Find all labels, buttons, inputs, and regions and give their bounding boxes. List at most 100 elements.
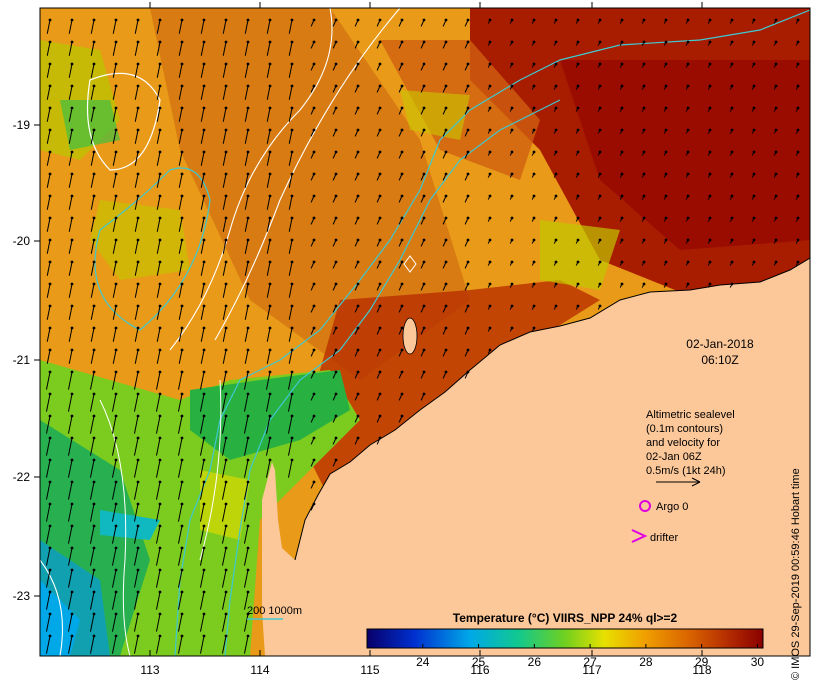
velocity-arrow-tail bbox=[114, 436, 118, 440]
velocity-arrow bbox=[133, 635, 139, 654]
sealevel-contour bbox=[99, 399, 131, 656]
velocity-arrow-tail bbox=[620, 40, 624, 44]
velocity-arrow bbox=[222, 173, 227, 188]
velocity-arrow-tail bbox=[70, 40, 74, 44]
velocity-arrow-tail bbox=[114, 84, 118, 88]
velocity-arrow-tail bbox=[224, 282, 228, 286]
velocity-arrow-tail bbox=[70, 370, 74, 374]
velocity-arrow bbox=[265, 437, 271, 456]
velocity-arrow bbox=[199, 525, 205, 544]
velocity-arrow-tail bbox=[598, 238, 602, 242]
velocity-arrow-tail bbox=[796, 128, 800, 132]
velocity-arrow-tail bbox=[202, 216, 206, 220]
velocity-arrow bbox=[90, 239, 95, 254]
velocity-arrow-tail bbox=[290, 370, 294, 374]
velocity-arrow-tail bbox=[796, 18, 800, 22]
velocity-arrow bbox=[288, 305, 293, 320]
velocity-arrow bbox=[68, 195, 73, 210]
velocity-arrow-tail bbox=[400, 392, 404, 396]
velocity-arrow-tail bbox=[378, 238, 382, 242]
velocity-arrow-tail bbox=[158, 304, 162, 308]
velocity-arrow-tail bbox=[356, 260, 360, 264]
velocity-arrow bbox=[111, 459, 117, 478]
velocity-arrow-tail bbox=[334, 128, 338, 132]
velocity-arrow bbox=[46, 63, 51, 78]
velocity-arrow bbox=[221, 591, 227, 610]
velocity-arrow bbox=[244, 305, 249, 320]
velocity-arrow-tail bbox=[202, 392, 206, 396]
velocity-arrow-tail bbox=[246, 260, 250, 264]
velocity-arrow-tail bbox=[158, 40, 162, 44]
velocity-arrow-tail bbox=[246, 84, 250, 88]
velocity-arrow bbox=[222, 151, 227, 166]
velocity-arrow-tail bbox=[224, 502, 228, 506]
velocity-arrow bbox=[266, 129, 271, 144]
x-tick-label: 114 bbox=[250, 663, 269, 677]
velocity-arrow-tail bbox=[356, 282, 360, 286]
velocity-arrow-tail bbox=[246, 238, 250, 242]
velocity-arrow-tail bbox=[158, 634, 162, 638]
colorbar-title: Temperature (°C) VIIRS_NPP 24% ql>=2 bbox=[453, 611, 678, 625]
velocity-arrow-tail bbox=[48, 18, 52, 22]
velocity-arrow bbox=[243, 591, 249, 610]
velocity-arrow-tail bbox=[686, 194, 690, 198]
isobath-plateau bbox=[94, 167, 211, 331]
velocity-arrow bbox=[266, 173, 271, 188]
velocity-arrow-tail bbox=[114, 194, 118, 198]
velocity-arrow-tail bbox=[510, 106, 514, 110]
velocity-arrow bbox=[133, 525, 139, 544]
velocity-arrow-tail bbox=[268, 370, 272, 374]
velocity-arrow bbox=[46, 173, 51, 188]
annotation-line: (0.1m contours) bbox=[646, 423, 723, 435]
velocity-arrow bbox=[222, 327, 227, 342]
x-axis: 113 114 115 116 117 118 bbox=[140, 2, 712, 677]
velocity-arrow-tail bbox=[312, 282, 316, 286]
velocity-arrow-tail bbox=[48, 370, 52, 374]
velocity-arrow-tail bbox=[246, 370, 250, 374]
velocity-arrow-tail bbox=[202, 612, 206, 616]
velocity-arrow-tail bbox=[422, 62, 426, 66]
velocity-arrow bbox=[67, 371, 73, 390]
velocity-arrow-tail bbox=[444, 348, 448, 352]
velocity-arrow-tail bbox=[202, 568, 206, 572]
velocity-arrow bbox=[46, 41, 51, 56]
velocity-arrow bbox=[156, 63, 161, 78]
velocity-arrow-tail bbox=[114, 524, 118, 528]
velocity-arrow bbox=[67, 547, 73, 566]
velocity-arrow-tail bbox=[136, 128, 140, 132]
velocity-arrow bbox=[244, 283, 249, 298]
velocity-arrow bbox=[288, 173, 293, 188]
velocity-arrow bbox=[134, 283, 139, 298]
velocity-arrow-tail bbox=[114, 128, 118, 132]
velocity-arrow bbox=[199, 371, 205, 390]
velocity-arrow-tail bbox=[400, 238, 404, 242]
velocity-arrow-tail bbox=[224, 590, 228, 594]
velocity-arrow-tail bbox=[136, 282, 140, 286]
velocity-arrow-tail bbox=[796, 40, 800, 44]
annotation-line: 02-Jan 06Z bbox=[646, 451, 702, 463]
velocity-arrow-tail bbox=[202, 480, 206, 484]
velocity-arrow bbox=[89, 591, 95, 610]
velocity-arrow-tail bbox=[510, 238, 514, 242]
velocity-arrow bbox=[266, 63, 271, 78]
velocity-arrow bbox=[266, 261, 271, 276]
y-tick-label: -22 bbox=[13, 470, 31, 484]
velocity-arrow bbox=[243, 569, 249, 588]
velocity-arrow-tail bbox=[92, 172, 96, 176]
velocity-arrow bbox=[200, 19, 205, 34]
velocity-arrow-tail bbox=[664, 84, 668, 88]
velocity-arrow bbox=[266, 327, 271, 342]
velocity-arrow-tail bbox=[136, 326, 140, 330]
velocity-arrow-tail bbox=[444, 172, 448, 176]
velocity-arrow bbox=[90, 19, 95, 34]
velocity-arrow bbox=[222, 41, 227, 56]
velocity-arrow-tail bbox=[642, 172, 646, 176]
velocity-arrow-tail bbox=[92, 370, 96, 374]
velocity-arrow-tail bbox=[400, 348, 404, 352]
velocity-arrow-tail bbox=[48, 634, 52, 638]
velocity-arrow-tail bbox=[268, 260, 272, 264]
velocity-arrow bbox=[156, 327, 161, 342]
velocity-arrow bbox=[112, 217, 117, 232]
velocity-arrow-tail bbox=[70, 568, 74, 572]
velocity-arrow-tail bbox=[510, 40, 514, 44]
